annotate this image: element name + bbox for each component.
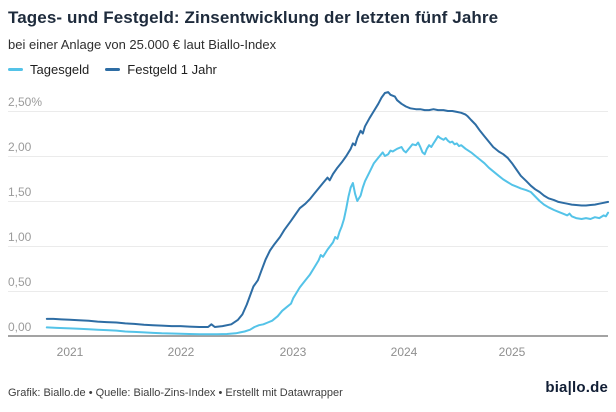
y-axis-tick-label: 0,00 <box>8 320 32 334</box>
tagesgeld-line-swatch <box>8 68 23 71</box>
legend-label-festgeld: Festgeld 1 Jahr <box>127 62 217 77</box>
x-axis-tick-label: 2022 <box>167 345 195 359</box>
y-axis-tick-label: 2,00 <box>8 140 32 154</box>
x-axis-tick-label: 2024 <box>390 345 418 359</box>
x-axis-line <box>8 335 608 337</box>
chart-title: Tages- und Festgeld: Zinsentwicklung der… <box>8 8 499 27</box>
legend-item-festgeld: Festgeld 1 Jahr <box>105 62 217 77</box>
festgeld-line-swatch <box>105 68 121 71</box>
gridline <box>8 156 608 157</box>
chart-subtitle: bei einer Anlage von 25.000 € laut Biall… <box>8 37 277 52</box>
legend-label-tagesgeld: Tagesgeld <box>30 62 90 77</box>
y-axis-tick-label: 2,50% <box>8 95 43 109</box>
tagesgeld-line <box>45 135 610 336</box>
gridline <box>8 246 608 247</box>
y-axis-tick-label: 1,00 <box>8 230 32 244</box>
source-credit: Grafik: Biallo.de • Quelle: Biallo-Zins-… <box>8 387 343 399</box>
x-axis-tick-label: 2023 <box>279 345 307 359</box>
y-axis-tick-label: 0,50 <box>8 275 32 289</box>
legend: Tagesgeld Festgeld 1 Jahr <box>8 62 217 77</box>
gridline <box>8 111 608 112</box>
x-axis-tick-label: 2021 <box>56 345 84 359</box>
gridline <box>8 291 608 292</box>
x-axis-tick-label: 2025 <box>498 345 526 359</box>
y-axis-tick-label: 1,50 <box>8 185 32 199</box>
biallo-logo: bia|lo.de <box>545 379 608 396</box>
festgeld-1-jahr-line <box>45 91 610 328</box>
legend-item-tagesgeld: Tagesgeld <box>8 62 89 77</box>
